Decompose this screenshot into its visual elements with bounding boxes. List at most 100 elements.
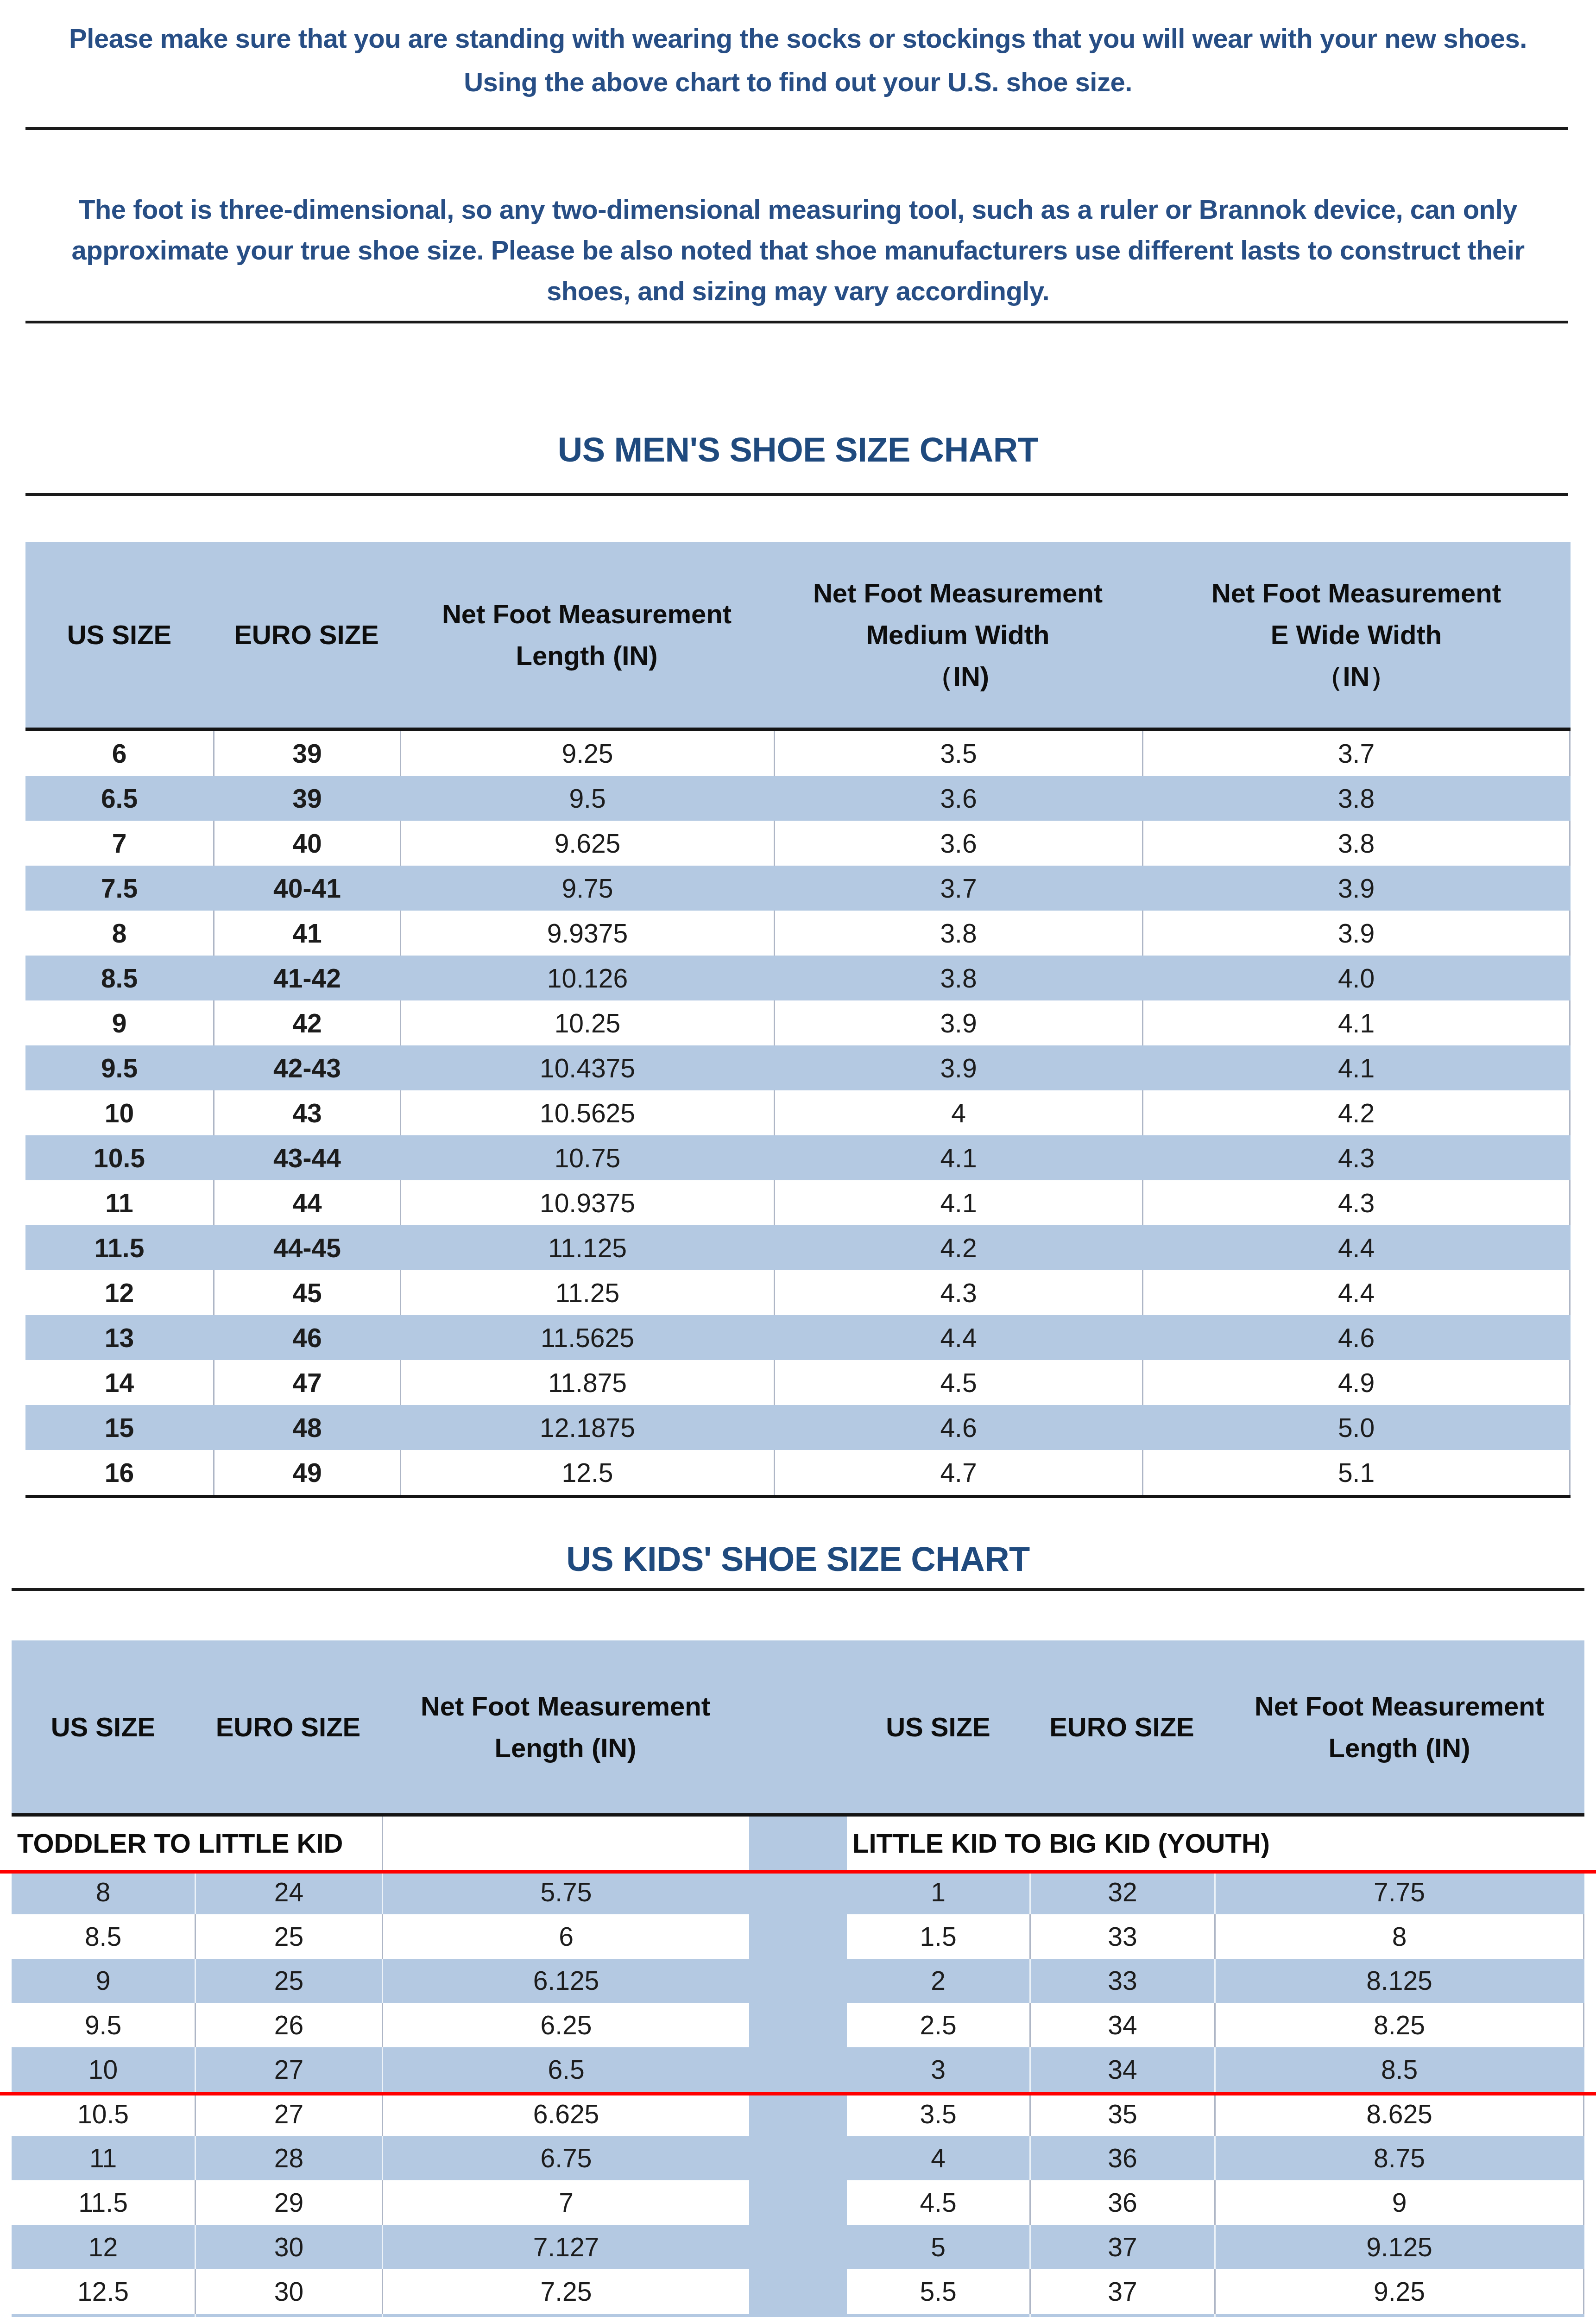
mens-cell: 4.4 — [1142, 1225, 1571, 1270]
mens-table-row: 7409.6253.63.8 — [25, 821, 1571, 866]
mens-cell: 11.5625 — [400, 1315, 774, 1360]
mens-cell: 39 — [213, 776, 400, 821]
mens-cell: 4.2 — [774, 1225, 1142, 1270]
mens-cell: 3.7 — [774, 866, 1142, 911]
mens-cell: 4.5 — [774, 1360, 1142, 1405]
mens-cell: 4.1 — [774, 1135, 1142, 1180]
kids-table-row: 13317.56389.5 — [12, 2314, 1584, 2317]
mens-cell: 41 — [213, 911, 400, 956]
divider-4 — [12, 1588, 1584, 1591]
mens-table-row: 114410.93754.14.3 — [25, 1180, 1571, 1225]
kids-cell: 8.25 — [1214, 2003, 1584, 2047]
mens-table-rows: 6399.253.53.76.5399.53.63.87409.6253.63.… — [25, 731, 1571, 1495]
mens-table-row: 8.541-4210.1263.84.0 — [25, 956, 1571, 1000]
mens-chart-title: US MEN'S SHOE SIZE CHART — [0, 430, 1596, 469]
kids-cell: 25 — [195, 1914, 382, 1959]
mens-cell: 4.9 — [1142, 1360, 1571, 1405]
mens-cell: 13 — [25, 1315, 213, 1360]
mens-cell: 9 — [25, 1000, 213, 1045]
kids-size-table: US SIZEEURO SIZENet Foot MeasurementLeng… — [12, 1640, 1584, 2317]
kids-cell: 8.625 — [1214, 2092, 1584, 2136]
mens-cell: 43 — [213, 1090, 400, 1135]
kids-cell: 35 — [1029, 2092, 1214, 2136]
mens-cell: 11.875 — [400, 1360, 774, 1405]
mens-cell: 10.9375 — [400, 1180, 774, 1225]
mens-table-row: 154812.18754.65.0 — [25, 1405, 1571, 1450]
kids-cell: 37 — [1029, 2269, 1214, 2314]
mens-cell: 46 — [213, 1315, 400, 1360]
kids-cell: 7.75 — [1214, 1870, 1584, 1914]
kids-cell: 6 — [382, 1914, 749, 1959]
header-cell: Net Foot MeasurementMedium Width（IN) — [774, 572, 1142, 697]
header-cell: EURO SIZE — [1029, 1706, 1214, 1748]
kids-cell: 9.25 — [1214, 2269, 1584, 2314]
mens-cell: 39 — [213, 731, 400, 776]
mens-cell: 4.7 — [774, 1450, 1142, 1495]
mens-cell: 4.6 — [1142, 1315, 1571, 1360]
kids-cell: 4.5 — [847, 2180, 1029, 2225]
kids-table-row: 12.5307.255.5379.25 — [12, 2269, 1584, 2314]
divider-1 — [25, 127, 1568, 130]
mens-table-row: 7.540-419.753.73.9 — [25, 866, 1571, 911]
mens-cell: 3.8 — [774, 911, 1142, 956]
header-cell: US SIZE — [25, 614, 213, 656]
mens-cell: 4.3 — [1142, 1180, 1571, 1225]
kids-cell: 8.5 — [12, 1914, 195, 1959]
kids-cell: 6.75 — [382, 2136, 749, 2181]
mens-cell: 4.1 — [1142, 1045, 1571, 1090]
header-cell: EURO SIZE — [195, 1706, 382, 1748]
kids-cell: 26 — [195, 2003, 382, 2047]
kids-cell: 12 — [12, 2225, 195, 2269]
kids-cell: 32 — [1029, 1870, 1214, 1914]
mens-cell: 9.5 — [25, 1045, 213, 1090]
kids-gap-cell — [749, 1870, 847, 1914]
mens-table-row: 11.544-4511.1254.24.4 — [25, 1225, 1571, 1270]
mens-cell: 3.6 — [774, 821, 1142, 866]
mens-cell: 10.25 — [400, 1000, 774, 1045]
text-line: The foot is three-dimensional, so any tw… — [0, 189, 1596, 230]
mens-cell: 3.7 — [1142, 731, 1571, 776]
kids-table-row: 9256.1252338.125 — [12, 1959, 1584, 2003]
kids-cell: 6.25 — [382, 2003, 749, 2047]
kids-table-row: 9.5266.252.5348.25 — [12, 2003, 1584, 2047]
kids-cell: 8.125 — [1214, 1959, 1584, 2003]
kids-table-row: 11286.754368.75 — [12, 2136, 1584, 2181]
kids-cell: 30 — [195, 2225, 382, 2269]
kids-cell: 6.5 — [382, 2047, 749, 2092]
kids-gap-cell — [749, 2225, 847, 2269]
kids-cell: 5.5 — [847, 2269, 1029, 2314]
mens-size-table: US SIZEEURO SIZENet Foot MeasurementLeng… — [25, 542, 1571, 1498]
kids-section-label-right: LITTLE KID TO BIG KID (YOUTH) — [847, 1817, 1584, 1870]
kids-cell: 7.25 — [382, 2269, 749, 2314]
kids-cell: 28 — [195, 2136, 382, 2181]
kids-cell: 8.75 — [1214, 2136, 1584, 2181]
mens-cell: 42-43 — [213, 1045, 400, 1090]
kids-cell: 1 — [847, 1870, 1029, 1914]
mens-cell: 3.9 — [1142, 911, 1571, 956]
mens-cell: 3.9 — [774, 1045, 1142, 1090]
kids-cell: 31 — [195, 2314, 382, 2317]
kids-cell: 33 — [1029, 1959, 1214, 2003]
kids-table-row: 10.5276.6253.5358.625 — [12, 2092, 1584, 2136]
mens-cell: 4.1 — [774, 1180, 1142, 1225]
kids-gap-cell — [749, 1959, 847, 2003]
mens-cell: 3.6 — [774, 776, 1142, 821]
kids-gap-cell — [749, 2269, 847, 2314]
mens-cell: 12 — [25, 1270, 213, 1315]
text-line: Please make sure that you are standing w… — [0, 17, 1596, 60]
mens-cell: 7 — [25, 821, 213, 866]
mens-cell: 3.9 — [1142, 866, 1571, 911]
kids-cell: 6.625 — [382, 2092, 749, 2136]
header-cell: Net Foot MeasurementE Wide Width（IN） — [1142, 572, 1571, 697]
mens-table-row: 134611.56254.44.6 — [25, 1315, 1571, 1360]
mens-table-row: 6399.253.53.7 — [25, 731, 1571, 776]
kids-gap-cell — [749, 1914, 847, 1959]
kids-section-empty-cell — [382, 1817, 749, 1870]
mens-cell: 4.0 — [1142, 956, 1571, 1000]
mens-cell: 4.2 — [1142, 1090, 1571, 1135]
mens-cell: 9.25 — [400, 731, 774, 776]
mens-cell: 11.25 — [400, 1270, 774, 1315]
kids-cell: 13 — [12, 2314, 195, 2317]
mens-cell: 6 — [25, 731, 213, 776]
kids-cell: 9.5 — [12, 2003, 195, 2047]
